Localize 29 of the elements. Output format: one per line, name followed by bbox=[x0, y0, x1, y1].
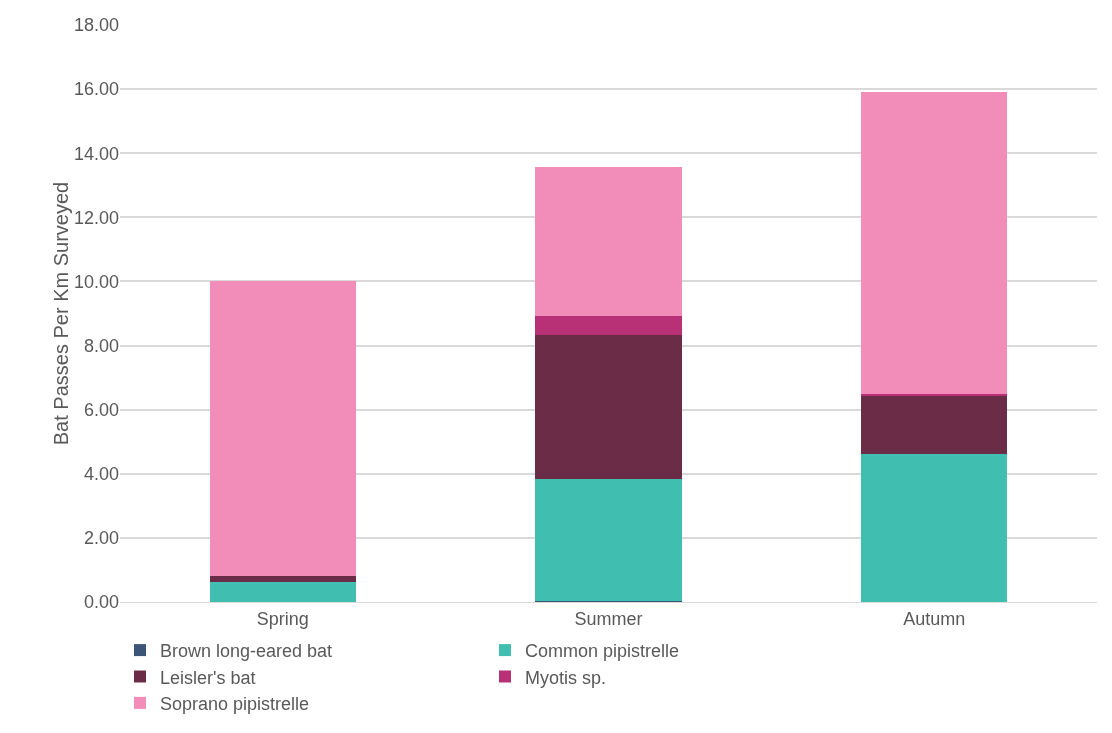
bar bbox=[860, 92, 1008, 394]
legend-label: Brown long-eared bat bbox=[160, 641, 333, 662]
y-tick-label: 8.00 bbox=[83, 335, 119, 356]
legend-label: Soprano pipistrelle bbox=[160, 693, 310, 714]
bar bbox=[209, 582, 357, 602]
y-axis-title: Bat Passes Per Km Surveyed bbox=[49, 181, 72, 446]
y-tick-label: 10.00 bbox=[73, 271, 119, 292]
bar bbox=[209, 281, 357, 577]
x-tick-label: Summer bbox=[574, 608, 643, 629]
bar bbox=[860, 395, 1008, 455]
y-tick-label: 12.00 bbox=[73, 207, 119, 228]
legend-label: Leisler's bat bbox=[160, 667, 256, 688]
bar bbox=[535, 166, 682, 317]
x-tick-label: Autumn bbox=[903, 608, 966, 629]
legend-label: Common pipistrelle bbox=[525, 641, 680, 662]
y-tick-label: 14.00 bbox=[73, 143, 119, 164]
bar bbox=[860, 454, 1008, 602]
y-tick-label: 6.00 bbox=[83, 399, 119, 420]
x-tick-label: Spring bbox=[256, 608, 309, 629]
bar bbox=[535, 478, 682, 602]
legend-label: Myotis sp. bbox=[525, 667, 607, 688]
bar bbox=[535, 316, 682, 336]
y-tick-label: 18.00 bbox=[73, 15, 119, 36]
bar bbox=[535, 335, 682, 479]
y-tick-label: 0.00 bbox=[83, 592, 119, 613]
y-tick-label: 4.00 bbox=[83, 464, 119, 485]
y-tick-label: 16.00 bbox=[73, 79, 119, 100]
y-tick-label: 2.00 bbox=[83, 528, 119, 549]
bar bbox=[209, 576, 357, 583]
